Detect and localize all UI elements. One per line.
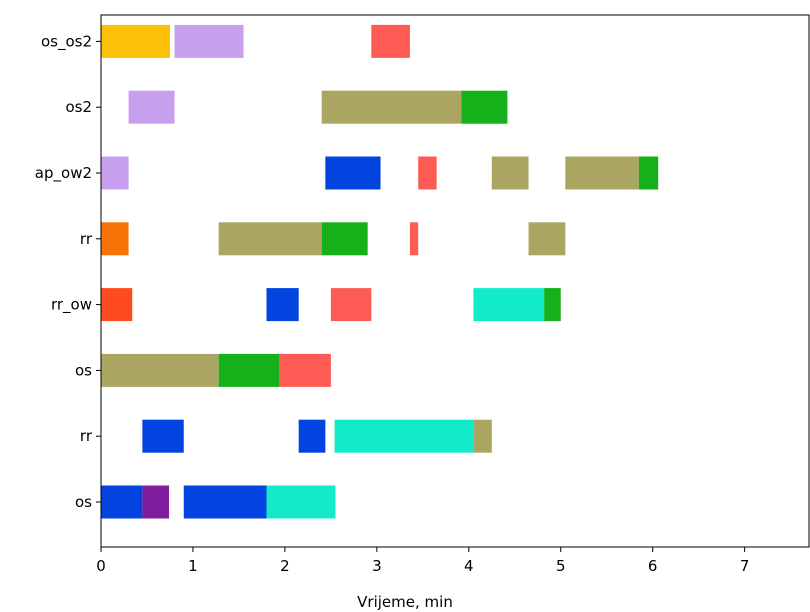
gantt-bar-rr_ow-15 (544, 288, 561, 322)
gantt-bar-rr_ow-13 (330, 288, 372, 322)
y-tick-label: os2 (65, 98, 92, 116)
gantt-bar-rr-5 (298, 419, 326, 453)
y-tick-label: os (75, 361, 92, 379)
x-tick-label: 4 (464, 557, 474, 575)
gantt-bar-ap_ow2-21 (101, 156, 129, 190)
gantt-bar-os2-29 (461, 90, 508, 124)
gantt-bar-ap_ow2-25 (565, 156, 639, 190)
x-tick-label: 7 (740, 557, 750, 575)
gantt-bar-os_os2-31 (174, 24, 244, 58)
plot-frame (100, 14, 810, 548)
gantt-bar-rr_ow-11 (101, 288, 133, 322)
gantt-bar-os_os2-30 (101, 24, 170, 58)
gantt-bar-os_os2-32 (371, 24, 410, 58)
y-tick-label: os_os2 (41, 32, 92, 51)
gantt-bar-rr-20 (528, 222, 566, 256)
gantt-bar-rr_ow-14 (473, 288, 545, 322)
y-tick-label: rr (80, 427, 93, 445)
gantt-bar-os-2 (183, 485, 267, 519)
y-tick-label: os (75, 493, 92, 511)
gantt-bar-rr-6 (334, 419, 474, 453)
gantt-bar-rr_ow-12 (266, 288, 299, 322)
x-tick-label: 2 (280, 557, 290, 575)
gantt-bar-rr-18 (321, 222, 368, 256)
x-tick-label: 1 (188, 557, 198, 575)
gantt-bar-rr-16 (101, 222, 129, 256)
y-tick-label: rr_ow (51, 296, 92, 315)
gantt-bar-ap_ow2-26 (638, 156, 659, 190)
gantt-bar-os2-27 (128, 90, 175, 124)
gantt-bar-os-3 (266, 485, 336, 519)
y-tick-label: ap_ow2 (35, 164, 92, 183)
gantt-bar-os-1 (142, 485, 170, 519)
bars-layer (101, 24, 659, 519)
gantt-bar-os2-28 (321, 90, 462, 124)
gantt-bar-ap_ow2-22 (325, 156, 381, 190)
x-tick-label: 5 (556, 557, 566, 575)
x-tick-label: 0 (96, 557, 106, 575)
gantt-bar-os-0 (101, 485, 143, 519)
gantt-bar-rr-19 (409, 222, 419, 256)
x-tick-label: 6 (648, 557, 658, 575)
gantt-bar-os-8 (101, 353, 219, 387)
gantt-bar-rr-4 (142, 419, 184, 453)
gantt-bar-rr-7 (473, 419, 492, 453)
y-tick-label: rr (80, 230, 93, 248)
x-axis-ticks: 0 1 2 3 4 5 6 7 (96, 547, 749, 575)
x-tick-label: 3 (372, 557, 382, 575)
gantt-bar-os-10 (279, 353, 331, 387)
x-axis-label: Vrijeme, min (357, 593, 453, 611)
gantt-bar-ap_ow2-24 (491, 156, 529, 190)
gantt-bar-ap_ow2-23 (418, 156, 437, 190)
gantt-bar-os-9 (218, 353, 280, 387)
gantt-bar-rr-17 (218, 222, 322, 256)
